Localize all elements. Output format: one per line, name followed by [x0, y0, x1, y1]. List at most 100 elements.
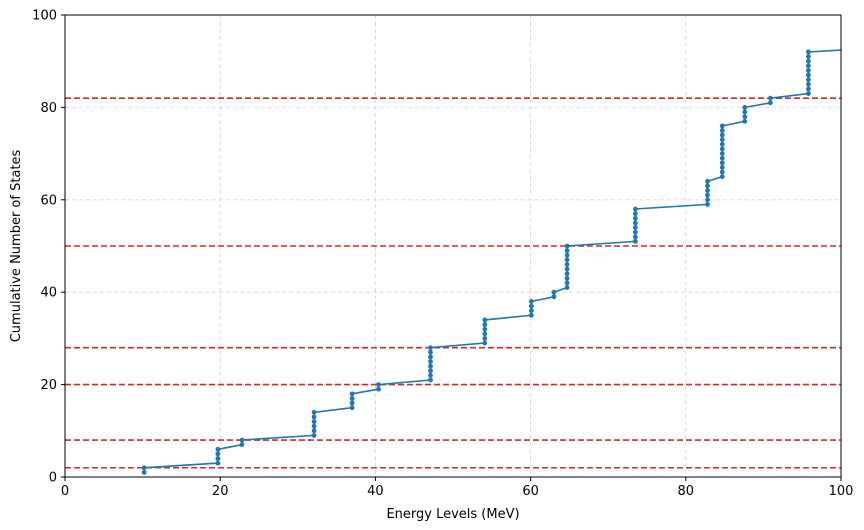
data-point	[349, 405, 355, 411]
data-point	[564, 257, 570, 263]
data-point	[806, 68, 811, 73]
data-point	[632, 238, 638, 244]
x-tick-label: 100	[829, 484, 854, 499]
data-point	[632, 206, 638, 212]
data-point	[311, 433, 317, 438]
x-tick-label: 20	[212, 484, 229, 499]
data-point	[806, 54, 811, 59]
y-tick-label: 20	[40, 378, 57, 393]
y-axis-ticks: 0 20 40 60 80 100	[32, 9, 65, 486]
data-point	[311, 419, 317, 424]
data-point	[564, 243, 570, 249]
data-point	[528, 308, 534, 314]
data-point	[428, 345, 433, 351]
data-point	[482, 331, 488, 337]
data-point	[551, 289, 557, 295]
data-point	[705, 197, 710, 203]
data-point	[428, 354, 433, 360]
data-point	[719, 169, 725, 175]
y-tick-label: 0	[49, 471, 57, 486]
data-point	[806, 72, 811, 78]
data-point	[482, 340, 488, 346]
data-point	[564, 252, 570, 258]
data-point	[528, 303, 534, 309]
data-point	[742, 118, 748, 124]
data-point	[705, 178, 710, 184]
data-point	[482, 322, 488, 327]
data-point	[719, 174, 725, 180]
data-point	[528, 312, 534, 318]
data-point	[428, 349, 433, 355]
data-point	[564, 271, 570, 277]
data-point	[719, 146, 725, 152]
data-point	[482, 317, 488, 323]
data-point	[551, 294, 557, 300]
data-point	[311, 409, 317, 415]
data-point	[705, 183, 710, 189]
data-point	[632, 229, 638, 235]
y-tick-label: 100	[32, 9, 57, 24]
data-point	[215, 451, 221, 457]
data-point	[215, 460, 221, 466]
data-point	[311, 428, 317, 434]
data-point	[215, 446, 221, 452]
data-point	[564, 262, 570, 267]
plot-frame	[64, 14, 842, 478]
data-point	[719, 132, 725, 138]
data-point	[705, 188, 710, 193]
data-point	[376, 386, 381, 392]
y-tick-label: 60	[40, 193, 57, 208]
data-point	[705, 202, 710, 207]
x-axis-label: Energy Levels (MeV)	[386, 507, 519, 522]
data-point	[528, 299, 534, 304]
data-point	[632, 211, 638, 217]
data-point	[632, 225, 638, 230]
data-point	[564, 266, 570, 272]
data-point	[482, 336, 488, 341]
data-point	[719, 128, 725, 133]
y-tick-label: 80	[40, 101, 57, 116]
data-point	[428, 359, 433, 364]
x-tick-label: 40	[367, 484, 384, 499]
data-point	[239, 442, 245, 448]
x-tick-label: 80	[678, 484, 695, 499]
data-point	[719, 137, 725, 143]
data-point	[719, 160, 725, 166]
y-axis-label: Cumulative Number of States	[9, 150, 24, 343]
data-point	[141, 465, 147, 471]
data-point	[719, 151, 725, 157]
data-point	[215, 456, 221, 461]
x-axis-ticks: 0 20 40 60 80 100	[61, 477, 854, 499]
reference-lines	[65, 97, 841, 469]
data-point	[428, 377, 433, 383]
data-point	[719, 141, 725, 147]
data-series	[141, 49, 842, 475]
x-tick-label: 60	[522, 484, 539, 499]
data-point	[767, 95, 773, 101]
data-point	[376, 382, 381, 387]
data-point	[564, 248, 570, 254]
data-point	[428, 372, 433, 378]
data-point	[428, 368, 433, 374]
data-point	[742, 105, 748, 110]
data-point	[311, 423, 317, 429]
data-point	[719, 155, 725, 161]
data-point	[806, 91, 811, 96]
data-point	[349, 396, 355, 401]
data-point	[705, 192, 710, 198]
data-point	[482, 326, 488, 332]
data-point	[806, 77, 811, 83]
data-point	[564, 280, 570, 286]
data-point	[239, 437, 245, 443]
data-point	[806, 63, 811, 69]
data-point	[632, 215, 638, 221]
x-tick-label: 0	[61, 484, 69, 499]
data-point	[806, 58, 811, 64]
data-point	[767, 100, 773, 106]
data-point	[311, 414, 317, 420]
data-point	[742, 109, 748, 115]
data-point	[742, 114, 748, 120]
data-point	[141, 469, 147, 475]
